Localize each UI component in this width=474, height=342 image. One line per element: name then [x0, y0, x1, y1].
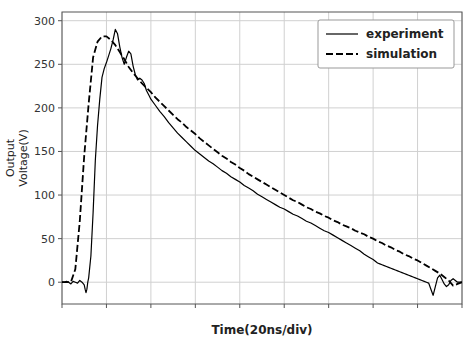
y-tick-label: 250 — [34, 58, 55, 71]
y-grid-line — [62, 238, 462, 239]
y-axis-label-line: Voltage(V) — [17, 129, 30, 186]
legend-label: simulation — [366, 47, 437, 61]
y-tick — [58, 238, 62, 239]
y-tick — [58, 64, 62, 65]
y-grid-line — [62, 151, 462, 152]
y-tick — [58, 282, 62, 283]
x-tick — [106, 304, 107, 308]
series-line — [62, 29, 462, 295]
y-tick — [58, 20, 62, 21]
legend: experiment simulation — [318, 20, 454, 68]
x-grid-line — [106, 12, 107, 304]
x-tick — [328, 304, 329, 308]
y-tick-label: 150 — [34, 145, 55, 158]
x-grid-line — [239, 12, 240, 304]
y-tick-label: 0 — [48, 276, 55, 289]
y-grid-line — [62, 195, 462, 196]
axes: 0 50 100 150 200 250 300 — [34, 12, 462, 308]
y-tick-label: 50 — [41, 233, 55, 246]
x-tick — [417, 304, 418, 308]
y-grid-line — [62, 282, 462, 283]
chart: 0 50 100 150 200 250 300 Time(20ns/div) OutputVo… — [0, 0, 474, 342]
x-tick — [195, 304, 196, 308]
y-axis-label: OutputVoltage(V) — [4, 129, 30, 186]
y-tick-label: 100 — [34, 189, 55, 202]
y-tick — [58, 195, 62, 196]
plot-area — [62, 29, 462, 295]
x-grid-line — [195, 12, 196, 304]
legend-label: experiment — [366, 27, 444, 41]
legend-box — [318, 20, 454, 68]
plot-frame — [62, 12, 462, 304]
x-tick — [150, 304, 151, 308]
x-grid-line — [150, 12, 151, 304]
y-tick — [58, 151, 62, 152]
grid — [62, 12, 462, 304]
y-grid-line — [62, 107, 462, 108]
x-tick — [462, 304, 463, 308]
legend-swatch — [326, 53, 358, 55]
x-tick — [373, 304, 374, 308]
legend-swatch — [326, 33, 358, 34]
x-tick — [284, 304, 285, 308]
series-line — [62, 36, 462, 285]
x-tick — [62, 304, 63, 308]
x-grid-line — [284, 12, 285, 304]
x-axis-label: Time(20ns/div) — [211, 323, 312, 337]
y-tick-label: 300 — [34, 15, 55, 28]
y-axis-label-line: Output — [4, 138, 17, 177]
y-tick — [58, 107, 62, 108]
x-tick — [239, 304, 240, 308]
y-tick-label: 200 — [34, 102, 55, 115]
